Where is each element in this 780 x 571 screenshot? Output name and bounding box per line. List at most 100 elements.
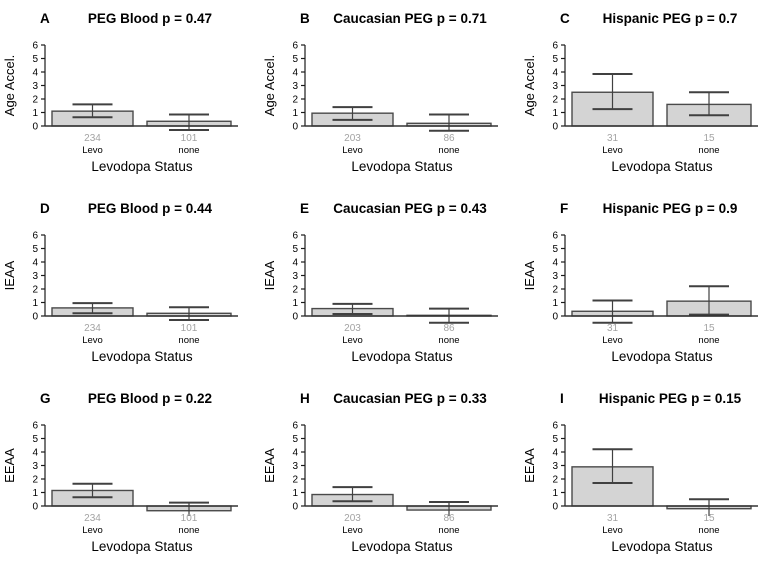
y-axis-title: Age Accel. — [522, 55, 537, 116]
y-tick-label: 5 — [32, 54, 38, 65]
y-tick-label: 6 — [552, 231, 558, 242]
panel-letter: G — [40, 391, 51, 406]
y-tick-label: 4 — [552, 258, 558, 269]
y-tick-label: 5 — [552, 434, 558, 445]
sample-size-label: 203 — [344, 133, 361, 144]
panel-letter: I — [560, 391, 564, 406]
sample-size-label: 31 — [607, 323, 619, 334]
y-axis-title: EEAA — [2, 448, 17, 483]
category-label: none — [178, 145, 199, 156]
y-tick-label: 0 — [552, 312, 558, 323]
panel-letter: E — [300, 201, 309, 216]
panel-title: Hispanic PEG p = 0.15 — [599, 391, 742, 406]
y-tick-label: 3 — [552, 81, 558, 92]
category-label: Levo — [82, 145, 103, 156]
panel-C: C Hispanic PEG p = 0.7 0 1 2 3 4 5 6 Age Accel. 31… — [520, 0, 780, 190]
sample-size-label: 203 — [344, 513, 361, 524]
y-axis-title: IEAA — [2, 260, 17, 290]
category-label: Levo — [602, 525, 623, 536]
y-tick-label: 4 — [292, 448, 298, 459]
x-axis-title: Levodopa Status — [91, 349, 193, 364]
panel-title: PEG Blood p = 0.22 — [88, 391, 212, 406]
y-axis-title: EEAA — [522, 448, 537, 483]
y-tick-label: 5 — [32, 434, 38, 445]
panel-letter: H — [300, 391, 310, 406]
y-tick-label: 3 — [292, 81, 298, 92]
panel-chart-D: D PEG Blood p = 0.440123456IEAA234Levo101… — [2, 201, 238, 364]
y-tick-label: 5 — [292, 54, 298, 65]
sample-size-label: 86 — [443, 133, 455, 144]
sample-size-label: 101 — [181, 323, 198, 334]
y-tick-label: 1 — [552, 488, 558, 499]
y-axis-title: IEAA — [262, 260, 277, 290]
y-tick-label: 2 — [552, 95, 558, 106]
category-label: Levo — [602, 335, 623, 346]
y-axis-title: EEAA — [262, 448, 277, 483]
y-tick-label: 6 — [552, 41, 558, 52]
y-tick-label: 0 — [292, 502, 298, 513]
y-tick-label: 1 — [552, 108, 558, 119]
y-axis-title: IEAA — [522, 260, 537, 290]
category-label: Levo — [82, 335, 103, 346]
sample-size-label: 15 — [703, 133, 715, 144]
y-tick-label: 2 — [552, 475, 558, 486]
y-tick-label: 2 — [292, 285, 298, 296]
category-label: none — [438, 145, 459, 156]
y-tick-label: 4 — [552, 68, 558, 79]
y-tick-label: 1 — [32, 488, 38, 499]
y-tick-label: 0 — [32, 122, 38, 133]
category-label: Levo — [342, 335, 363, 346]
y-tick-label: 0 — [32, 312, 38, 323]
panel-letter: D — [40, 201, 50, 216]
y-tick-label: 3 — [32, 461, 38, 472]
category-label: none — [178, 335, 199, 346]
y-tick-label: 2 — [32, 285, 38, 296]
sample-size-label: 203 — [344, 323, 361, 334]
category-label: Levo — [82, 525, 103, 536]
panel-F: F Hispanic PEG p = 0.9 0 1 2 3 4 5 6 IEAA 31 Levo 15… — [520, 190, 780, 380]
y-tick-label: 0 — [32, 502, 38, 513]
category-label: Levo — [602, 145, 623, 156]
x-axis-title: Levodopa Status — [351, 349, 453, 364]
panel-H: H Caucasian PEG p = 0.33 0 1 2 3 4 5 6 EEAA 203 Lev… — [260, 380, 520, 571]
y-tick-label: 6 — [552, 421, 558, 432]
sample-size-label: 234 — [84, 513, 101, 524]
x-axis-title: Levodopa Status — [91, 159, 193, 174]
category-label: none — [178, 525, 199, 536]
y-tick-label: 6 — [32, 41, 38, 52]
y-tick-label: 3 — [32, 271, 38, 282]
panel-letter: C — [560, 11, 570, 26]
x-axis-title: Levodopa Status — [611, 159, 713, 174]
x-axis-title: Levodopa Status — [91, 539, 193, 554]
y-tick-label: 6 — [292, 421, 298, 432]
panel-chart-B: B Caucasian PEG p = 0.71 0 1 2 3 4 5 6 Age Accel.… — [262, 11, 498, 174]
y-tick-label: 4 — [32, 68, 38, 79]
y-tick-label: 3 — [292, 461, 298, 472]
y-tick-label: 1 — [292, 488, 298, 499]
y-tick-label: 2 — [292, 95, 298, 106]
sample-size-label: 31 — [607, 513, 619, 524]
y-tick-label: 5 — [292, 434, 298, 445]
y-tick-label: 1 — [552, 298, 558, 309]
category-label: none — [698, 525, 719, 536]
y-tick-label: 1 — [32, 298, 38, 309]
y-tick-label: 1 — [292, 108, 298, 119]
y-tick-label: 5 — [292, 244, 298, 255]
panel-title: Hispanic PEG p = 0.9 — [603, 201, 738, 216]
panel-title: Caucasian PEG p = 0.43 — [333, 201, 487, 216]
sample-size-label: 15 — [703, 513, 715, 524]
y-tick-label: 3 — [552, 271, 558, 282]
y-tick-label: 4 — [292, 68, 298, 79]
y-tick-label: 1 — [32, 108, 38, 119]
sample-size-label: 15 — [703, 323, 715, 334]
y-tick-label: 0 — [292, 122, 298, 133]
y-tick-label: 4 — [552, 448, 558, 459]
panel-I: I Hispanic PEG p = 0.15 0 1 2 3 4 5 6 EEAA 31 Levo 1… — [520, 380, 780, 571]
sample-size-label: 31 — [607, 133, 619, 144]
category-label: Levo — [342, 145, 363, 156]
y-tick-label: 4 — [32, 258, 38, 269]
